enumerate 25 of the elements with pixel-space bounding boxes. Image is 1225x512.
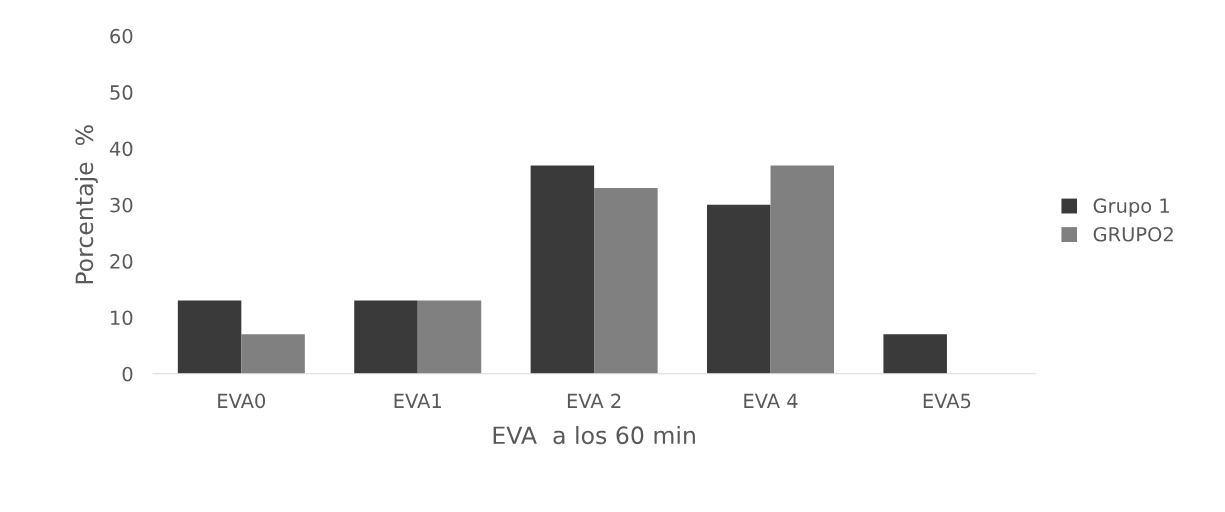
- y-tick-label: 0: [122, 366, 133, 382]
- bar: [594, 187, 658, 374]
- y-tick-label: 20: [110, 254, 133, 269]
- bar: [707, 204, 771, 374]
- x-tick-label: EVA5: [923, 393, 971, 409]
- x-tick-label: EVA1: [394, 393, 441, 408]
- bar: [241, 334, 305, 374]
- bar: [354, 300, 418, 374]
- bar: [530, 165, 595, 374]
- x-tick-label: EVA 2: [567, 393, 621, 408]
- y-tick-label: 50: [110, 85, 133, 100]
- legend-label: GRUPO2: [1093, 226, 1173, 242]
- y-tick-label: 30: [110, 197, 133, 213]
- bar: [417, 300, 482, 374]
- x-tick-label: EVA 4: [744, 393, 798, 408]
- x-tick-label: EVA0: [218, 393, 266, 409]
- bar: [883, 334, 947, 374]
- y-tick-label: 60: [110, 28, 133, 44]
- y-axis-title: Porcentaje %: [74, 125, 98, 284]
- y-tick-label: 40: [109, 141, 133, 157]
- legend-label: Grupo 1: [1093, 198, 1169, 217]
- y-tick-label: 10: [111, 310, 133, 326]
- bar: [177, 300, 242, 374]
- x-axis-title: EVA a los 60 min: [493, 425, 695, 445]
- bar: [770, 165, 835, 374]
